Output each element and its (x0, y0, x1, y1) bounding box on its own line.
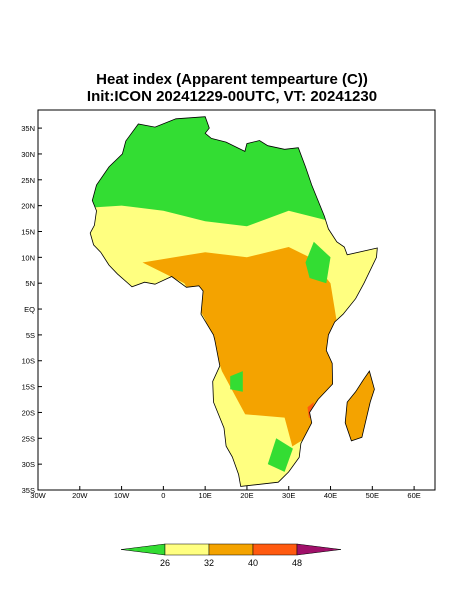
lat-tick-label: 35S (22, 486, 35, 495)
lat-tick-label: 15S (22, 383, 35, 392)
lat-tick-label: 30N (21, 150, 35, 159)
lon-tick-label: 0 (161, 491, 165, 500)
title-line-2: Init:ICON 20241229-00UTC, VT: 20241230 (87, 88, 377, 105)
lat-tick-label: EQ (24, 305, 35, 314)
coast-mada (344, 370, 375, 442)
colorbar-box (208, 543, 254, 556)
lon-tick-label: 20E (240, 491, 253, 500)
lat-tick-label: 25S (22, 434, 35, 443)
lat-tick-label: 30S (22, 460, 35, 469)
lat-tick-label: 5N (25, 279, 35, 288)
lat-tick-label: 20N (21, 202, 35, 211)
zone-orange (142, 247, 339, 454)
title-line-1: Heat index (Apparent tempearture (C)) (96, 71, 368, 88)
lat-tick-label: 35N (21, 124, 35, 133)
colorbar-low (120, 543, 166, 556)
lat-tick-label: 10N (21, 253, 35, 262)
lon-tick-label: 10W (114, 491, 130, 500)
map-frame (37, 109, 436, 491)
zone-orange-mada (345, 371, 375, 441)
colorbar-box (252, 543, 298, 556)
coast (89, 116, 378, 487)
colorbar-label: 48 (292, 558, 302, 568)
zone-green-ethiopia (305, 241, 331, 284)
colorbar-high (296, 543, 342, 556)
lat-tick-label: 15N (21, 227, 35, 236)
zone-green-sa (267, 438, 293, 472)
map-area: 30W 20W 10W 0 10E 20E 30E 40E 50E 60E 35N 30N 25N 20N… (21, 109, 436, 500)
lon-tick-label: 20W (72, 491, 88, 500)
zone-yellow-south (221, 412, 293, 487)
lon-tick-label: 30W (30, 491, 46, 500)
lon-tick-label: 30E (282, 491, 295, 500)
colorbar-label: 26 (160, 558, 170, 568)
lon-tick-label: 10E (198, 491, 211, 500)
lon-tick-label: 50E (366, 491, 379, 500)
lon-tick-label: 60E (407, 491, 420, 500)
lat-tick-label: 5S (26, 331, 35, 340)
lat-tick-label: 10S (22, 357, 35, 366)
lat-tick-label: 20S (22, 408, 35, 417)
zone-green-angola (230, 371, 243, 392)
colorbar-label: 40 (248, 558, 258, 568)
lon-tick-label: 40E (324, 491, 337, 500)
colorbar-box (164, 543, 210, 556)
lat-tick-label: 25N (21, 176, 35, 185)
heat-zones (90, 116, 378, 487)
colorbar-label: 32 (204, 558, 214, 568)
